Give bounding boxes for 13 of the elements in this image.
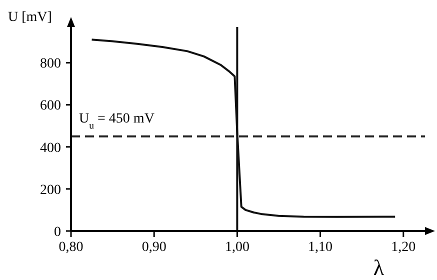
- y-tick-label: 400: [40, 140, 61, 156]
- x-tick-label: 0,90: [142, 240, 166, 255]
- x-axis-title: λ: [373, 255, 384, 280]
- x-tick-label: 0,80: [58, 240, 84, 255]
- y-axis-title: U [mV]: [8, 10, 52, 25]
- y-tick-label: 800: [40, 56, 61, 72]
- x-tick-label: 1,00: [224, 240, 250, 255]
- x-tick-label: 1,20: [391, 240, 416, 255]
- ref-line-label: U$_{u}$ = 450 mV: [79, 111, 154, 131]
- y-tick-label: 0: [54, 224, 61, 240]
- y-tick-label: 200: [40, 182, 61, 198]
- x-tick-label: 1,10: [308, 240, 333, 255]
- y-tick-label: 600: [40, 98, 61, 114]
